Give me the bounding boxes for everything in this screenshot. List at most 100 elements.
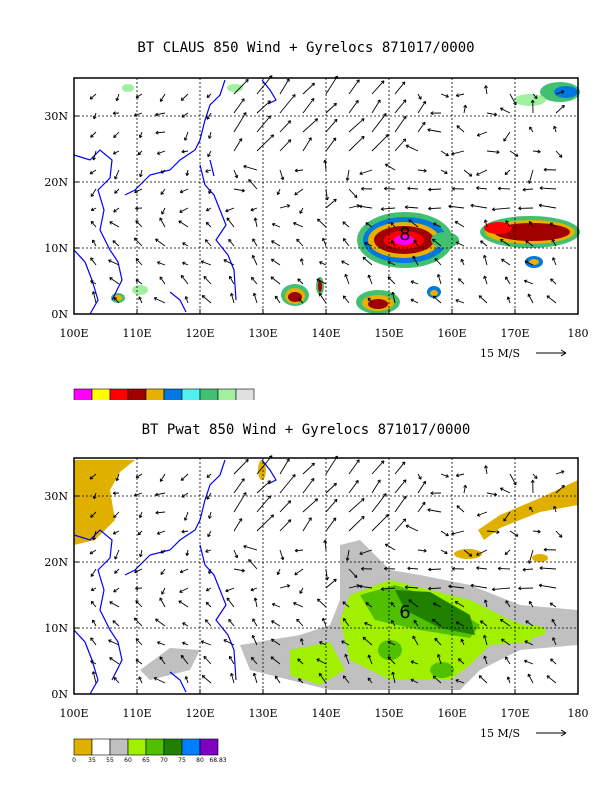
wind-arrow: [437, 274, 442, 285]
wind-arrow: [348, 459, 360, 475]
wind-arrowhead: [422, 480, 427, 485]
wind-arrowhead: [364, 241, 368, 246]
wind-arrow: [476, 187, 488, 190]
wind-arrow: [552, 257, 557, 266]
wind-arrow: [139, 131, 143, 138]
wind-arrowhead: [543, 547, 547, 552]
wind-arrow: [325, 568, 328, 580]
wind-arrowhead: [206, 94, 211, 98]
wind-arrow: [550, 658, 557, 665]
wind-arrow: [325, 578, 337, 589]
wind-arrow: [253, 672, 258, 684]
wind-arrowhead: [402, 479, 407, 483]
wind-arrow: [90, 257, 97, 266]
wind-arrowhead: [292, 474, 296, 478]
wind-arrowhead: [318, 672, 323, 677]
wind-arrow: [155, 112, 166, 116]
wind-arrowhead: [513, 481, 517, 486]
wind-arrow: [437, 654, 442, 665]
wind-arrow: [492, 207, 511, 210]
wind-arrow: [157, 261, 166, 266]
wind-arrow: [254, 597, 258, 608]
wind-arrowhead: [333, 118, 338, 123]
x-tick-label: 180: [568, 327, 589, 340]
wind-arrow: [342, 221, 350, 228]
wind-arrow: [427, 509, 442, 513]
wind-arrow: [161, 587, 166, 595]
wind-arrow: [528, 169, 534, 184]
wind-arrow: [89, 169, 97, 175]
wind-arrow: [228, 619, 235, 627]
wind-arrowhead: [342, 221, 346, 225]
wind-arrowhead: [314, 118, 319, 122]
wind-arrowhead: [160, 170, 164, 174]
wind-arrow: [184, 131, 189, 141]
wind-arrow: [114, 568, 120, 574]
wind-arrowhead: [527, 293, 532, 298]
wind-arrow: [417, 549, 427, 552]
wind-arrow: [161, 207, 166, 215]
wind-arrow: [316, 658, 327, 665]
wind-arrowhead: [159, 276, 163, 280]
wind-arrow: [201, 675, 212, 684]
wind-arrow: [272, 223, 281, 228]
wind-arrow: [230, 293, 235, 304]
wind-arrow: [417, 481, 426, 494]
wind-arrow: [500, 239, 511, 247]
wind-arrowhead: [504, 551, 509, 556]
wind-arrowhead: [463, 104, 468, 109]
wind-arrowhead: [491, 207, 496, 212]
wind-arrow: [324, 540, 327, 551]
wind-arrow: [302, 137, 312, 152]
wind-arrow: [159, 656, 166, 665]
wind-arrow: [412, 635, 419, 646]
wind-arrowhead: [345, 557, 350, 561]
wind-arrow: [138, 676, 143, 684]
wind-arrowhead: [296, 618, 300, 623]
wind-arrow: [90, 660, 97, 665]
wind-arrowhead: [470, 583, 474, 588]
x-tick-label: 160E: [437, 707, 466, 720]
wind-arrowhead: [271, 620, 275, 624]
wind-arrow: [407, 567, 419, 570]
wind-arrow: [405, 524, 419, 532]
wind-arrowhead: [501, 638, 505, 643]
wind-arrow: [302, 98, 315, 114]
wind-arrow: [296, 618, 304, 627]
wind-arrowhead: [518, 586, 522, 591]
wind-arrowhead: [402, 138, 407, 142]
wind-arrow: [248, 559, 258, 570]
wind-arrow: [180, 655, 189, 665]
wind-arrowhead: [524, 640, 528, 644]
wind-arrow: [251, 277, 258, 285]
wind-arrowhead: [561, 104, 565, 109]
colorbar-label: 75: [178, 757, 186, 764]
wind-arrowhead: [286, 204, 291, 208]
wind-arrow: [344, 274, 350, 285]
x-tick-label: 170E: [500, 327, 529, 340]
wind-arrowhead: [225, 588, 229, 593]
wind-arrowhead: [323, 159, 328, 164]
wind-arrowhead: [203, 275, 207, 280]
wind-arrowhead: [427, 128, 431, 132]
wind-arrow: [279, 120, 291, 133]
wind-arrowhead: [404, 585, 408, 590]
wind-arrow: [322, 617, 327, 627]
wind-arrow: [509, 473, 517, 486]
wind-arrow: [159, 217, 166, 228]
wind-arrowhead: [523, 279, 528, 284]
wind-arrowhead: [524, 260, 528, 264]
wind-arrow: [112, 620, 120, 627]
wind-arrowhead: [321, 237, 326, 242]
wind-arrowhead: [333, 102, 337, 107]
wind-arrowhead: [451, 151, 455, 156]
wind-arrowhead: [160, 550, 164, 554]
wind-arrowhead: [90, 660, 94, 664]
wind-arrowhead: [497, 566, 501, 571]
wind-arrowhead: [367, 297, 372, 302]
wind-arrowhead: [243, 164, 247, 169]
wind-arrow: [229, 656, 235, 665]
wind-arrow: [159, 473, 166, 482]
wind-arrowhead: [253, 217, 258, 221]
wind-arrow: [394, 138, 407, 152]
